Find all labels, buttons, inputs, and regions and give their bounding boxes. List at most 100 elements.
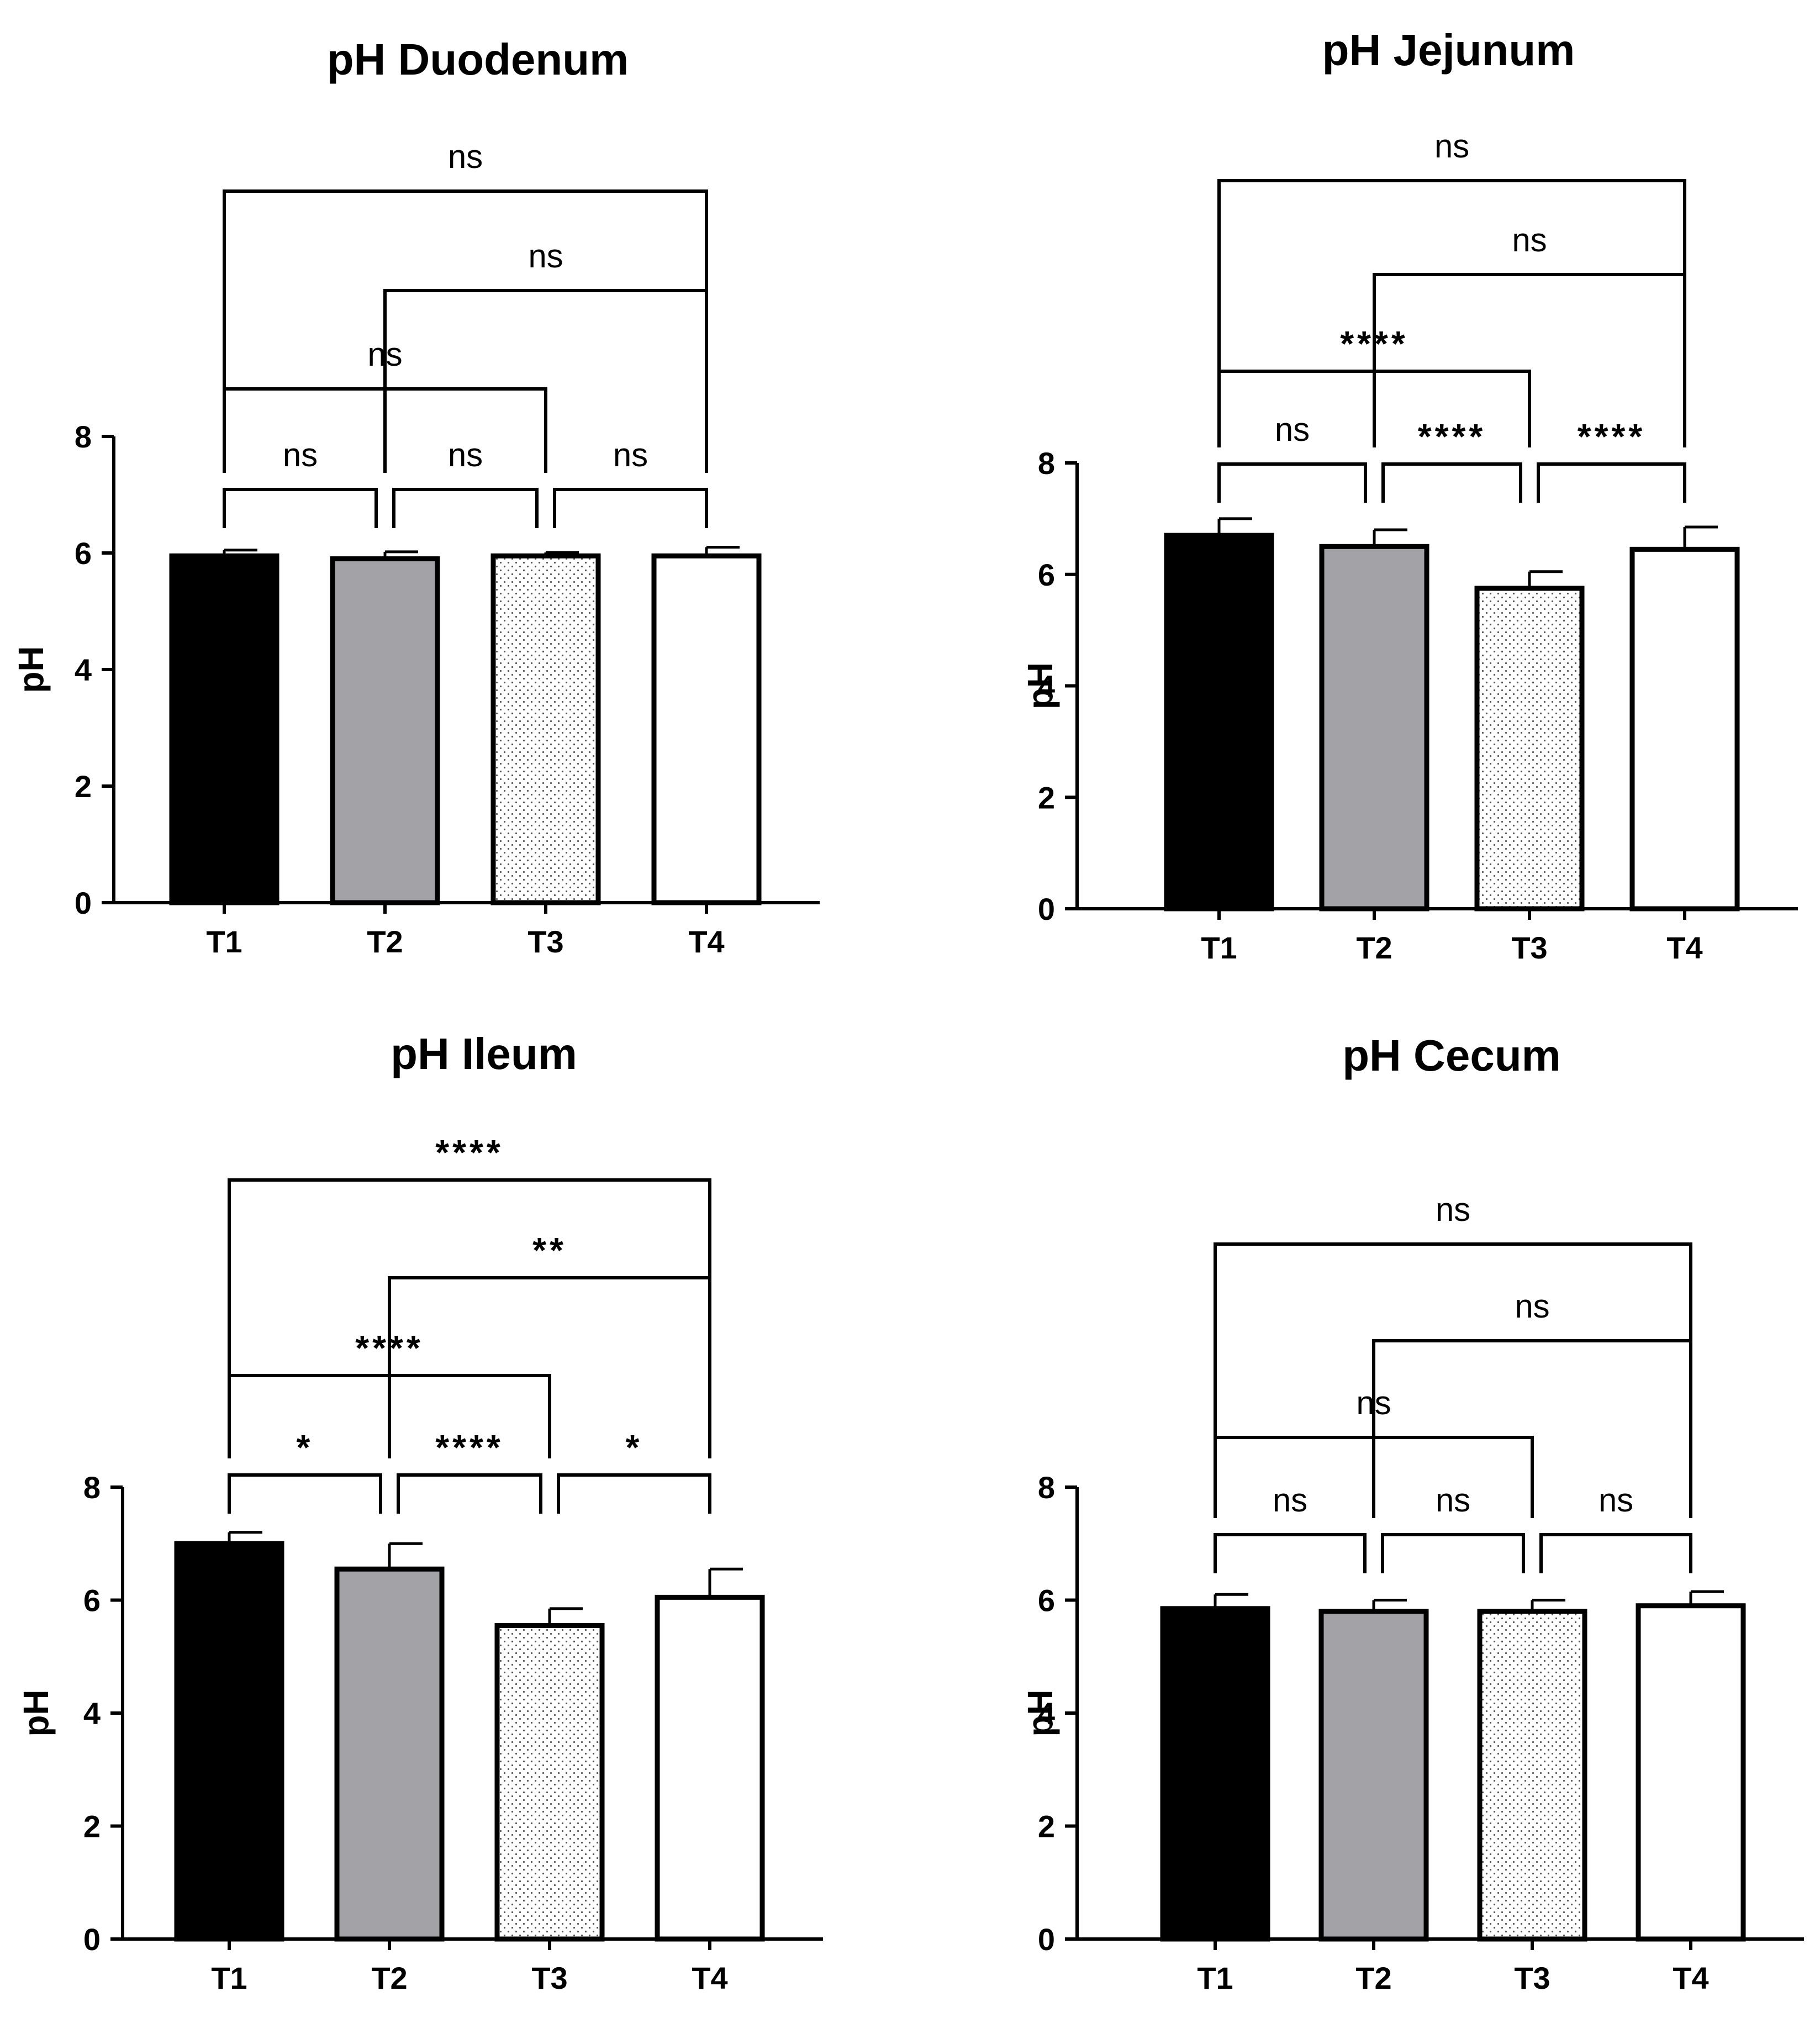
significance-label: ns xyxy=(448,138,483,175)
y-tick-label: 0 xyxy=(83,1922,101,1957)
y-tick-label: 6 xyxy=(75,536,92,571)
y-tick-label: 0 xyxy=(1038,1922,1055,1957)
bar-t3 xyxy=(490,553,601,905)
y-tick-label: 2 xyxy=(75,769,92,804)
y-tick-label: 8 xyxy=(1038,446,1055,481)
significance-bracket xyxy=(223,488,378,528)
significance-bracket xyxy=(557,1473,711,1514)
significance-label: ns xyxy=(1436,1191,1470,1228)
y-tick-label: 8 xyxy=(83,1470,101,1505)
bar-t3 xyxy=(1474,586,1585,912)
bar-t1 xyxy=(1160,1606,1270,1942)
significance-label: **** xyxy=(1418,417,1486,456)
y-axis-label: pH xyxy=(11,646,51,693)
bar-t4 xyxy=(655,1594,765,1942)
bar-t4 xyxy=(1636,1603,1746,1942)
significance-bracket xyxy=(1214,1242,1692,1518)
significance-label: ns xyxy=(613,436,648,473)
significance-label: **** xyxy=(1578,417,1646,456)
significance-label: ns xyxy=(1275,411,1310,448)
y-tick-label: 2 xyxy=(1038,780,1055,815)
bar-t1 xyxy=(1164,533,1274,912)
x-tick-label: T3 xyxy=(531,1961,567,1995)
y-tick-label: 0 xyxy=(1038,892,1055,926)
bar-t1 xyxy=(174,1541,284,1942)
bar-t2 xyxy=(334,1566,445,1942)
x-tick-label: T4 xyxy=(1673,1961,1708,1995)
y-axis-label: pH xyxy=(16,1689,56,1736)
significance-label: ns xyxy=(1436,1482,1470,1519)
y-tick-label: 2 xyxy=(1038,1809,1055,1844)
significance-bracket xyxy=(1381,1533,1525,1573)
significance-label: * xyxy=(297,1427,314,1467)
y-tick-label: 4 xyxy=(1038,1696,1055,1731)
significance-bracket xyxy=(1381,462,1522,503)
y-tick-label: 0 xyxy=(75,886,92,920)
significance-bracket xyxy=(1214,1533,1367,1573)
significance-bracket xyxy=(1217,462,1367,503)
x-tick-label: T1 xyxy=(1197,1961,1233,1995)
x-tick-label: T2 xyxy=(371,1961,407,1995)
significance-bracket xyxy=(1539,1533,1692,1573)
significance-label: ns xyxy=(528,238,563,275)
x-tick-label: T3 xyxy=(1514,1961,1550,1995)
x-tick-label: T1 xyxy=(206,924,242,959)
x-tick-label: T2 xyxy=(1355,1961,1391,1995)
x-tick-label: T3 xyxy=(1511,930,1547,965)
x-tick-label: T3 xyxy=(527,924,563,959)
y-tick-label: 4 xyxy=(83,1696,101,1731)
bar-t1 xyxy=(169,553,279,905)
significance-bracket xyxy=(228,1178,711,1458)
bar-t2 xyxy=(1319,544,1429,912)
significance-label: ns xyxy=(1434,128,1469,165)
x-tick-label: T4 xyxy=(688,924,724,959)
y-tick-label: 8 xyxy=(75,419,92,454)
significance-bracket xyxy=(228,1473,382,1514)
significance-label: ns xyxy=(1273,1482,1307,1519)
significance-bracket xyxy=(397,1473,542,1514)
chart-title: pH Jejunum xyxy=(1322,25,1575,75)
x-tick-label: T4 xyxy=(692,1961,727,1995)
bar-t3 xyxy=(494,1623,605,1942)
y-tick-label: 4 xyxy=(1038,669,1055,704)
significance-bracket xyxy=(553,488,708,528)
significance-label: ns xyxy=(1512,222,1547,259)
y-tick-label: 8 xyxy=(1038,1470,1055,1505)
y-axis-label: pH xyxy=(1020,662,1060,709)
significance-label: ** xyxy=(532,1230,567,1270)
bar-t2 xyxy=(330,556,440,905)
x-tick-label: T1 xyxy=(1201,930,1237,965)
x-tick-label: T1 xyxy=(211,1961,247,1995)
y-tick-label: 6 xyxy=(1038,1583,1055,1618)
x-tick-label: T2 xyxy=(367,924,403,959)
x-tick-label: T2 xyxy=(1356,930,1392,965)
significance-bracket xyxy=(392,488,539,528)
significance-label: **** xyxy=(435,1132,504,1172)
significance-label: * xyxy=(626,1427,643,1467)
y-tick-label: 6 xyxy=(1038,557,1055,592)
y-tick-label: 4 xyxy=(75,652,92,687)
chart-title: pH Duodenum xyxy=(327,35,629,84)
y-tick-label: 2 xyxy=(83,1809,101,1844)
chart-title: pH Cecum xyxy=(1342,1031,1561,1080)
bar-t4 xyxy=(1629,546,1740,912)
bar-t4 xyxy=(651,553,762,905)
bar-t3 xyxy=(1477,1609,1587,1942)
significance-label: ns xyxy=(448,436,483,473)
y-tick-label: 6 xyxy=(83,1583,101,1618)
chart-title: pH Ileum xyxy=(391,1029,577,1078)
bar-t2 xyxy=(1318,1609,1429,1942)
significance-label: ns xyxy=(1515,1288,1549,1325)
significance-bracket xyxy=(1537,462,1686,503)
significance-bracket xyxy=(223,189,708,473)
significance-label: ns xyxy=(1599,1482,1633,1519)
significance-label: **** xyxy=(435,1427,504,1467)
y-axis-label: pH xyxy=(1020,1689,1060,1736)
significance-bracket xyxy=(1217,179,1686,447)
